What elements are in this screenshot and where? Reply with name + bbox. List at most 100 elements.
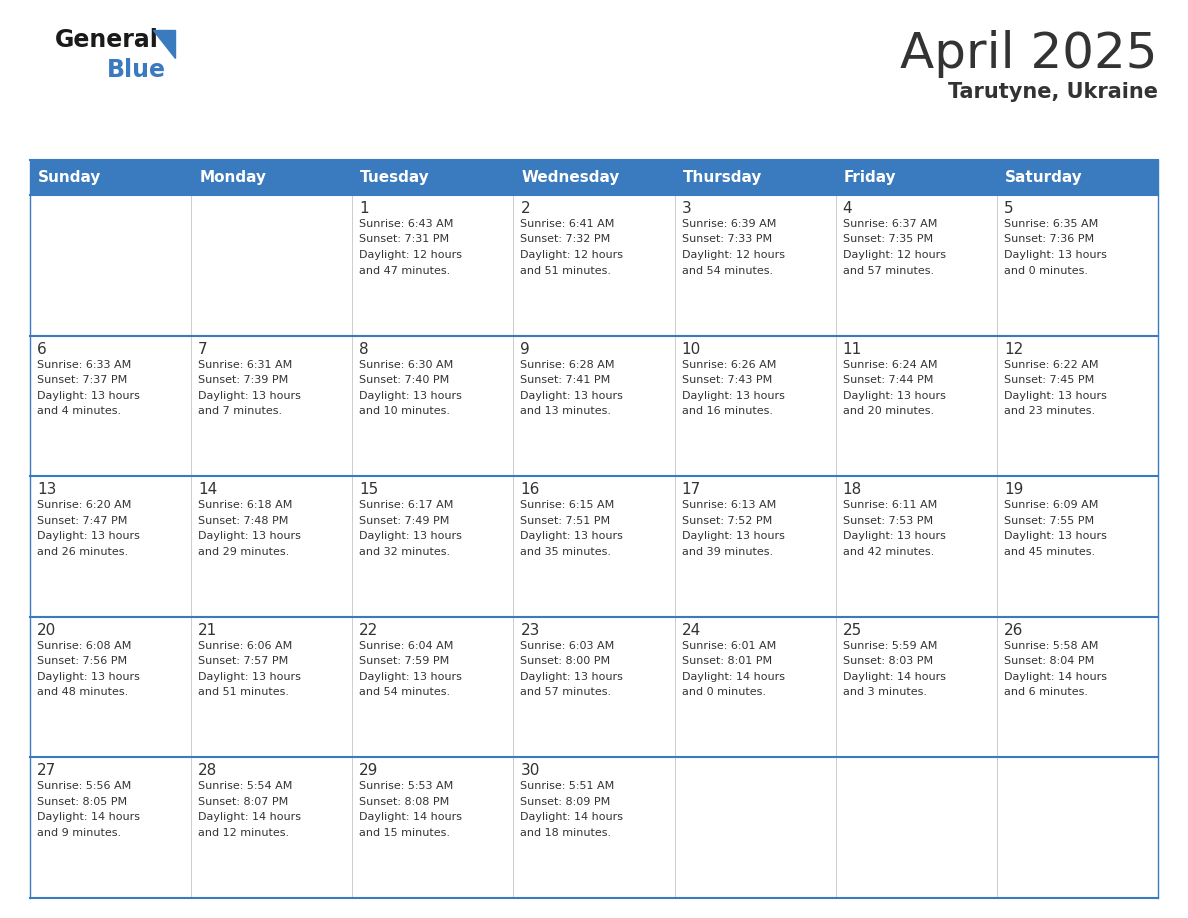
Text: Sunset: 8:07 PM: Sunset: 8:07 PM (198, 797, 289, 807)
Text: and 57 minutes.: and 57 minutes. (520, 688, 612, 698)
Text: 24: 24 (682, 622, 701, 638)
Text: and 39 minutes.: and 39 minutes. (682, 547, 772, 556)
Bar (191, 336, 353, 476)
Bar (513, 160, 675, 195)
Text: and 47 minutes.: and 47 minutes. (359, 265, 450, 275)
Text: and 4 minutes.: and 4 minutes. (37, 406, 121, 416)
Text: Sunset: 7:51 PM: Sunset: 7:51 PM (520, 516, 611, 526)
Text: Daylight: 13 hours: Daylight: 13 hours (842, 390, 946, 400)
Text: and 20 minutes.: and 20 minutes. (842, 406, 934, 416)
Text: 26: 26 (1004, 622, 1023, 638)
Text: 19: 19 (1004, 482, 1023, 498)
Bar (353, 195, 513, 336)
Text: and 12 minutes.: and 12 minutes. (198, 828, 289, 838)
Bar (191, 476, 353, 617)
Text: Sunrise: 5:51 AM: Sunrise: 5:51 AM (520, 781, 614, 791)
Text: 15: 15 (359, 482, 379, 498)
Text: Daylight: 13 hours: Daylight: 13 hours (359, 672, 462, 682)
Text: Sunrise: 6:28 AM: Sunrise: 6:28 AM (520, 360, 615, 370)
Bar (191, 195, 353, 336)
Text: and 0 minutes.: and 0 minutes. (682, 688, 765, 698)
Text: Sunset: 7:44 PM: Sunset: 7:44 PM (842, 375, 933, 385)
Text: 16: 16 (520, 482, 539, 498)
Text: General: General (55, 28, 159, 52)
Text: 10: 10 (682, 341, 701, 356)
Text: Sunrise: 6:17 AM: Sunrise: 6:17 AM (359, 500, 454, 510)
Text: and 13 minutes.: and 13 minutes. (520, 406, 612, 416)
Text: Daylight: 13 hours: Daylight: 13 hours (198, 390, 301, 400)
Text: and 16 minutes.: and 16 minutes. (682, 406, 772, 416)
Text: Sunrise: 6:30 AM: Sunrise: 6:30 AM (359, 360, 454, 370)
Text: and 54 minutes.: and 54 minutes. (682, 265, 772, 275)
Text: 14: 14 (198, 482, 217, 498)
Text: Sunrise: 6:37 AM: Sunrise: 6:37 AM (842, 219, 937, 229)
Text: 29: 29 (359, 764, 379, 778)
Bar (675, 757, 835, 898)
Text: Daylight: 13 hours: Daylight: 13 hours (198, 532, 301, 542)
Text: Sunday: Sunday (38, 170, 101, 185)
Bar (997, 617, 1158, 757)
Text: Sunrise: 6:04 AM: Sunrise: 6:04 AM (359, 641, 454, 651)
Text: 2: 2 (520, 201, 530, 216)
Text: Sunset: 7:36 PM: Sunset: 7:36 PM (1004, 234, 1094, 244)
Text: Tarutyne, Ukraine: Tarutyne, Ukraine (948, 82, 1158, 102)
Text: Sunset: 8:08 PM: Sunset: 8:08 PM (359, 797, 449, 807)
Text: Sunset: 7:56 PM: Sunset: 7:56 PM (37, 656, 127, 666)
Text: and 23 minutes.: and 23 minutes. (1004, 406, 1095, 416)
Text: 4: 4 (842, 201, 852, 216)
Text: Daylight: 13 hours: Daylight: 13 hours (520, 532, 624, 542)
Bar (997, 160, 1158, 195)
Text: Daylight: 13 hours: Daylight: 13 hours (520, 672, 624, 682)
Text: Sunrise: 6:24 AM: Sunrise: 6:24 AM (842, 360, 937, 370)
Text: and 32 minutes.: and 32 minutes. (359, 547, 450, 556)
Text: Sunset: 7:47 PM: Sunset: 7:47 PM (37, 516, 127, 526)
Text: Sunset: 8:00 PM: Sunset: 8:00 PM (520, 656, 611, 666)
Bar (30, 757, 191, 898)
Text: Sunset: 7:49 PM: Sunset: 7:49 PM (359, 516, 450, 526)
Text: 7: 7 (198, 341, 208, 356)
Bar (675, 617, 835, 757)
Text: Sunrise: 6:06 AM: Sunrise: 6:06 AM (198, 641, 292, 651)
Text: Friday: Friday (843, 170, 896, 185)
Bar (30, 336, 191, 476)
Bar (30, 160, 191, 195)
Text: Sunrise: 6:09 AM: Sunrise: 6:09 AM (1004, 500, 1098, 510)
Bar (513, 195, 675, 336)
Text: and 7 minutes.: and 7 minutes. (198, 406, 283, 416)
Text: 3: 3 (682, 201, 691, 216)
Bar (835, 195, 997, 336)
Text: Sunrise: 6:15 AM: Sunrise: 6:15 AM (520, 500, 614, 510)
Text: Daylight: 13 hours: Daylight: 13 hours (1004, 390, 1107, 400)
Text: Daylight: 12 hours: Daylight: 12 hours (842, 250, 946, 260)
Bar (513, 336, 675, 476)
Bar (191, 757, 353, 898)
Text: Sunrise: 6:01 AM: Sunrise: 6:01 AM (682, 641, 776, 651)
Bar (191, 617, 353, 757)
Text: Sunset: 7:55 PM: Sunset: 7:55 PM (1004, 516, 1094, 526)
Text: Daylight: 14 hours: Daylight: 14 hours (198, 812, 301, 823)
Bar (835, 757, 997, 898)
Text: 9: 9 (520, 341, 530, 356)
Text: April 2025: April 2025 (901, 30, 1158, 78)
Text: 22: 22 (359, 622, 379, 638)
Text: Daylight: 14 hours: Daylight: 14 hours (520, 812, 624, 823)
Text: 8: 8 (359, 341, 369, 356)
Text: Sunset: 8:09 PM: Sunset: 8:09 PM (520, 797, 611, 807)
Text: Sunset: 7:33 PM: Sunset: 7:33 PM (682, 234, 772, 244)
Bar (997, 195, 1158, 336)
Bar (675, 336, 835, 476)
Text: Sunset: 8:01 PM: Sunset: 8:01 PM (682, 656, 772, 666)
Text: Sunrise: 6:26 AM: Sunrise: 6:26 AM (682, 360, 776, 370)
Text: 5: 5 (1004, 201, 1013, 216)
Bar (353, 476, 513, 617)
Polygon shape (153, 30, 175, 58)
Text: Sunrise: 6:43 AM: Sunrise: 6:43 AM (359, 219, 454, 229)
Text: Sunrise: 6:22 AM: Sunrise: 6:22 AM (1004, 360, 1099, 370)
Bar (513, 757, 675, 898)
Text: and 26 minutes.: and 26 minutes. (37, 547, 128, 556)
Bar (353, 336, 513, 476)
Text: Daylight: 14 hours: Daylight: 14 hours (842, 672, 946, 682)
Text: Sunset: 7:40 PM: Sunset: 7:40 PM (359, 375, 449, 385)
Text: and 29 minutes.: and 29 minutes. (198, 547, 290, 556)
Text: Sunset: 7:31 PM: Sunset: 7:31 PM (359, 234, 449, 244)
